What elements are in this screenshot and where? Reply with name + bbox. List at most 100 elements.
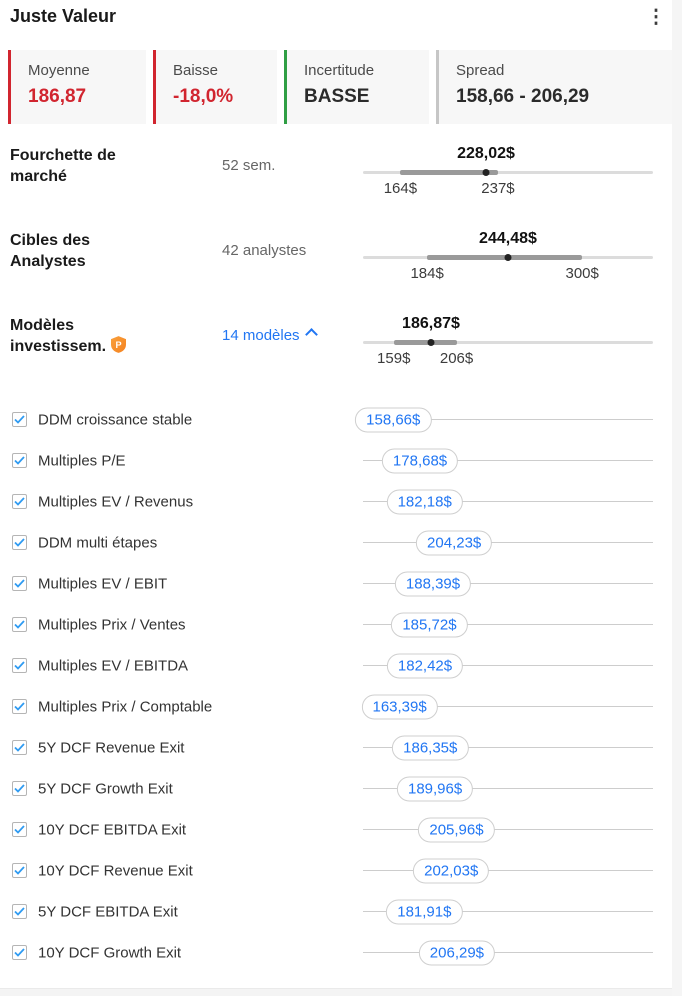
stat-card-spread: Spread 158,66 - 206,29	[436, 50, 672, 124]
model-label: Multiples EV / EBIT	[38, 575, 168, 592]
stat-cards-row: Moyenne 186,87 Baisse -18,0% Incertitude BASS…	[8, 50, 672, 124]
range-slider: 228,02$ 164$ 237$	[363, 140, 653, 225]
stat-card-label: Moyenne	[28, 62, 90, 79]
range-max-label: 300$	[565, 265, 599, 282]
model-checkbox[interactable]	[12, 863, 27, 878]
models-toggle-link[interactable]: 14 modèles	[222, 327, 318, 344]
model-line	[363, 829, 653, 830]
model-value-pill: 182,18$	[386, 489, 463, 514]
check-icon	[14, 415, 25, 424]
stat-card-label: Spread	[456, 62, 505, 79]
range-value-label: 244,48$	[479, 230, 537, 247]
range-track	[363, 341, 653, 344]
model-line	[363, 501, 653, 502]
model-value-pill: 158,66$	[355, 407, 432, 432]
model-checkbox[interactable]	[12, 699, 27, 714]
model-value-pill: 202,03$	[413, 858, 490, 883]
range-min-label: 184$	[410, 265, 444, 282]
range-segment	[400, 170, 498, 175]
check-icon	[14, 661, 25, 670]
model-line	[363, 624, 653, 625]
check-icon	[14, 497, 25, 506]
check-icon	[14, 907, 25, 916]
model-label: Multiples EV / Revenus	[38, 493, 194, 510]
check-icon	[14, 948, 25, 957]
kebab-menu-button[interactable]: ⋮	[644, 4, 668, 32]
model-value-track: 206,29$	[363, 932, 653, 973]
model-line	[363, 788, 653, 789]
model-row-multiples-prix-comptable: Multiples Prix / Comptable 163,39$	[0, 686, 682, 727]
model-line	[363, 911, 653, 912]
pro-badge-icon: P	[111, 336, 127, 353]
range-segment	[393, 340, 457, 345]
bottom-divider	[0, 988, 682, 996]
range-track	[363, 171, 653, 174]
model-row-10y-dcf-growth-exit: 10Y DCF Growth Exit 206,29$	[0, 932, 682, 973]
range-row-modeles-investissem: Modèles investissem. P 14 modèles 186,87$ 15…	[0, 310, 682, 395]
model-value-pill: 206,29$	[418, 940, 496, 965]
model-line	[363, 583, 653, 584]
model-checkbox[interactable]	[12, 781, 27, 796]
range-slider: 186,87$ 159$ 206$	[363, 310, 653, 395]
model-value-track: 182,18$	[363, 481, 653, 522]
model-row-5y-dcf-growth-exit: 5Y DCF Growth Exit 189,96$	[0, 768, 682, 809]
model-checkbox[interactable]	[12, 740, 27, 755]
model-list: DDM croissance stable 158,66$ Multiples P/…	[0, 399, 682, 973]
model-value-track: 178,68$	[363, 440, 653, 481]
model-row-10y-dcf-ebitda-exit: 10Y DCF EBITDA Exit 205,96$	[0, 809, 682, 850]
model-line	[363, 542, 653, 543]
stat-card-value: BASSE	[304, 86, 370, 107]
range-rows: Fourchette de marché 52 sem. 228,02$ 164$ 23…	[0, 140, 682, 395]
model-value-track: 163,39$	[361, 686, 653, 727]
model-value-pill: 188,39$	[394, 571, 472, 596]
model-checkbox[interactable]	[12, 904, 27, 919]
range-label-text: Modèles investissem.	[10, 317, 107, 355]
model-checkbox[interactable]	[12, 576, 27, 591]
check-icon	[14, 784, 25, 793]
stat-card-value: -18,0%	[173, 86, 234, 107]
model-value-track: 205,96$	[363, 809, 653, 850]
model-label: 5Y DCF Growth Exit	[38, 780, 173, 797]
models-toggle-label: 14 modèles	[222, 327, 300, 344]
model-checkbox[interactable]	[12, 494, 27, 509]
model-row-5y-dcf-ebitda-exit: 5Y DCF EBITDA Exit 181,91$	[0, 891, 682, 932]
check-icon	[14, 702, 25, 711]
model-value-track: 186,35$	[363, 727, 653, 768]
stat-card-baisse: Baisse -18,0%	[153, 50, 277, 124]
model-line	[363, 870, 653, 871]
check-icon	[14, 538, 25, 547]
model-value-track: 185,72$	[363, 604, 653, 645]
vertical-scrollbar[interactable]	[672, 0, 682, 996]
range-meta-text: 52 sem.	[222, 157, 276, 174]
stat-card-incertitude: Incertitude BASSE	[284, 50, 429, 124]
model-value-track: 182,42$	[363, 645, 653, 686]
model-checkbox[interactable]	[12, 535, 27, 550]
range-label-text: Cibles des Analystes	[10, 232, 91, 270]
model-checkbox[interactable]	[12, 617, 27, 632]
model-value-track: 189,96$	[363, 768, 653, 809]
model-value-pill: 181,91$	[386, 899, 463, 924]
model-label: DDM multi étapes	[38, 534, 158, 551]
range-meta: 42 analystes	[222, 242, 306, 259]
model-checkbox[interactable]	[12, 945, 27, 960]
range-dot	[482, 169, 490, 176]
model-checkbox[interactable]	[12, 412, 27, 427]
svg-text:P: P	[116, 340, 122, 350]
model-value-track: 188,39$	[363, 563, 653, 604]
page-title: Juste Valeur	[10, 6, 117, 26]
model-value-pill: 204,23$	[416, 530, 493, 555]
model-line	[363, 460, 653, 461]
check-icon	[14, 456, 25, 465]
check-icon	[14, 825, 25, 834]
model-row-5y-dcf-revenue-exit: 5Y DCF Revenue Exit 186,35$	[0, 727, 682, 768]
range-meta-text: 42 analystes	[222, 242, 307, 259]
model-label: 10Y DCF EBITDA Exit	[38, 821, 187, 838]
model-checkbox[interactable]	[12, 658, 27, 673]
range-label: Cibles des Analystes	[10, 230, 168, 272]
check-icon	[14, 866, 25, 875]
check-icon	[14, 620, 25, 629]
model-checkbox[interactable]	[12, 822, 27, 837]
model-checkbox[interactable]	[12, 453, 27, 468]
model-label: Multiples Prix / Comptable	[38, 698, 213, 715]
